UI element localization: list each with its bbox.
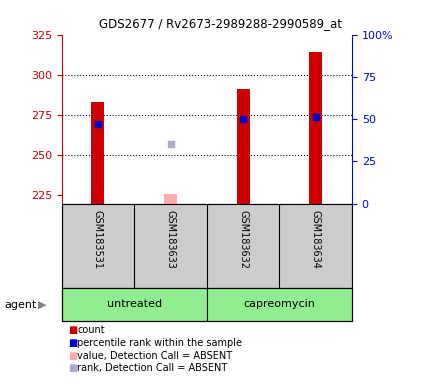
Bar [92,102,104,204]
Bar [164,194,177,204]
Text: ■: ■ [68,325,77,335]
Text: ■: ■ [68,363,77,373]
Text: agent: agent [4,300,37,310]
Text: GSM183634: GSM183634 [311,210,321,269]
Text: GSM183632: GSM183632 [238,210,248,269]
Text: GDS2677 / Rv2673-2989288-2990589_at: GDS2677 / Rv2673-2989288-2990589_at [99,17,341,30]
Bar [237,89,249,204]
Text: rank, Detection Call = ABSENT: rank, Detection Call = ABSENT [77,363,227,373]
Text: GSM183633: GSM183633 [165,210,176,269]
Text: ■: ■ [68,351,77,361]
Text: count: count [77,325,105,335]
Bar [62,288,207,321]
Bar [207,288,352,321]
Text: percentile rank within the sample: percentile rank within the sample [77,338,242,348]
Text: GSM183531: GSM183531 [93,210,103,269]
Text: ▶: ▶ [37,300,46,310]
Text: untreated: untreated [106,299,162,310]
Text: capreomycin: capreomycin [243,299,315,310]
Text: value, Detection Call = ABSENT: value, Detection Call = ABSENT [77,351,232,361]
Bar [309,52,322,204]
Text: ■: ■ [68,338,77,348]
